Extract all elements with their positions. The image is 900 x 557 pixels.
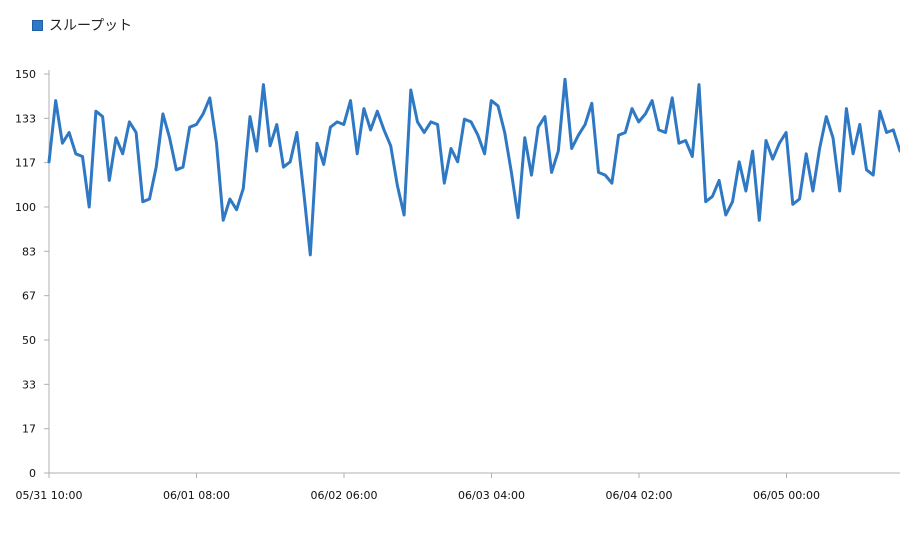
series-line-throughput — [47, 77, 900, 257]
y-tick-label: 117 — [15, 157, 36, 170]
x-tick-label: 06/02 06:00 — [311, 489, 378, 502]
y-tick-label: 33 — [22, 378, 36, 391]
y-tick-label: 67 — [22, 290, 36, 303]
y-axis: 0 17 33 50 67 83 100 117 133 150 — [15, 68, 50, 480]
y-tick-label: 17 — [22, 423, 36, 436]
y-tick-label: 0 — [29, 467, 36, 480]
y-tick-label: 150 — [15, 68, 36, 81]
y-tick-label: 133 — [15, 112, 36, 125]
legend-label: スループット — [49, 18, 133, 34]
x-tick-label: 06/04 02:00 — [606, 489, 673, 502]
y-tick-label: 50 — [22, 334, 36, 347]
plot-area — [47, 77, 900, 257]
x-tick-label: 06/01 08:00 — [163, 489, 230, 502]
y-tick-label: 83 — [22, 245, 36, 258]
x-tick-label: 06/05 00:00 — [753, 489, 820, 502]
x-tick-label: 06/03 04:00 — [458, 489, 525, 502]
y-tick-label: 100 — [15, 201, 36, 214]
legend-swatch-icon — [32, 19, 43, 31]
x-tick-label: 05/31 10:00 — [16, 489, 83, 502]
legend: スループット — [32, 15, 132, 35]
x-axis: 05/31 10:00 06/01 08:00 06/02 06:00 06/03 0… — [16, 472, 900, 502]
